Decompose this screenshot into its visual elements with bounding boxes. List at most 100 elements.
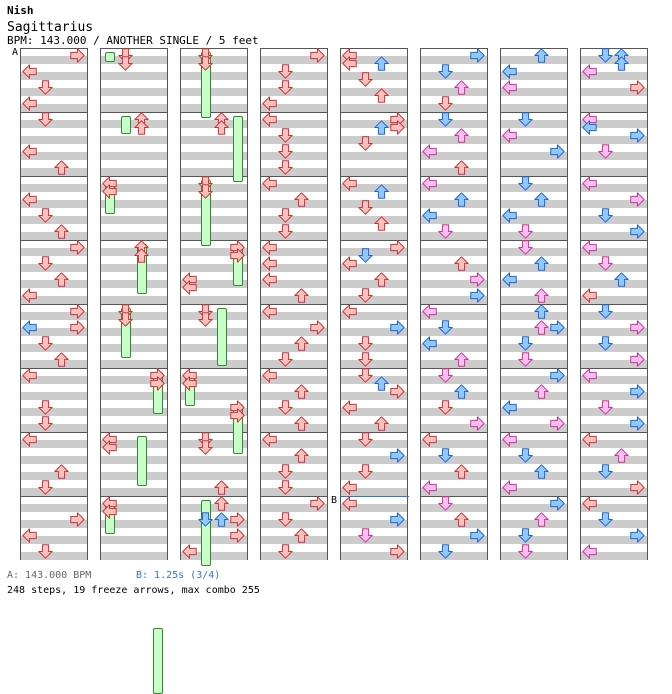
stop-marker-b: B [331,495,338,506]
left-arrow-icon [22,96,37,111]
beat-band [100,88,168,96]
down-arrow-icon [38,544,53,559]
right-arrow-icon [70,240,85,255]
beat-band [20,168,88,176]
beat-band [180,136,248,144]
beat-band [20,344,88,352]
beat-band [420,408,488,416]
left-arrow-icon [262,112,277,127]
measure-line [580,304,648,305]
beat-band [260,312,328,320]
measure-line [100,496,168,497]
beat-band [180,504,248,512]
beat-band [580,152,648,160]
left-arrow-icon [262,96,277,111]
up-arrow-icon [54,272,69,287]
up-arrow-icon [534,320,549,335]
beat-band [20,312,88,320]
down-arrow-icon [518,336,533,351]
left-arrow-icon [422,176,437,191]
up-arrow-icon [614,56,629,71]
beat-band [100,152,168,160]
beat-band [180,72,248,80]
measure-line [260,240,328,241]
beat-band [580,264,648,272]
left-arrow-icon [502,432,517,447]
beat-band [580,168,648,176]
down-arrow-icon [198,56,213,71]
up-arrow-icon [54,224,69,239]
beat-band [340,440,408,448]
beat-band [580,552,648,560]
beat-band [260,440,328,448]
up-arrow-icon [214,496,229,511]
beat-band [340,56,408,64]
beat-band [340,200,408,208]
left-arrow-icon [262,176,277,191]
down-arrow-icon [118,56,133,71]
beat-band [180,200,248,208]
down-arrow-icon [38,336,53,351]
beat-band [580,472,648,480]
measure-line [580,240,648,241]
stop-legend: B: 1.25s (3/4) [136,570,221,581]
up-arrow-icon [454,384,469,399]
down-arrow-icon [38,416,53,431]
beat-band [420,552,488,560]
beat-band [100,472,168,480]
left-arrow-icon [422,208,437,223]
up-arrow-icon [534,256,549,271]
beat-band [420,296,488,304]
beat-band [420,504,488,512]
chart-column [260,48,328,560]
down-arrow-icon [438,224,453,239]
beat-band [500,536,568,544]
right-arrow-icon [390,320,405,335]
beat-band [340,328,408,336]
measure-line [420,432,488,433]
measure-line [100,48,168,49]
down-arrow-icon [278,224,293,239]
beat-band [20,152,88,160]
up-arrow-icon [294,192,309,207]
measure-line [20,304,88,305]
beat-band [20,536,88,544]
beat-band [580,328,648,336]
freeze-arrow [233,116,243,182]
beat-band [420,72,488,80]
down-arrow-icon [598,144,613,159]
beat-band [100,120,168,128]
beat-band [420,216,488,224]
freeze-arrow [137,436,147,486]
beat-band [20,408,88,416]
beat-band [500,408,568,416]
beat-band [420,136,488,144]
beat-band [420,120,488,128]
up-arrow-icon [134,248,149,263]
beat-band [260,408,328,416]
beat-band [260,216,328,224]
beat-band [260,232,328,240]
beat-band [20,504,88,512]
beat-band [500,56,568,64]
beat-band [100,456,168,464]
beat-band [340,392,408,400]
beat-band [180,472,248,480]
right-arrow-icon [470,416,485,431]
chart-column [340,48,408,560]
measure-line [420,48,488,49]
beat-band [340,344,408,352]
column-border [20,48,21,560]
column-border [180,48,181,560]
beat-band [340,136,408,144]
left-arrow-icon [102,440,117,455]
chart-column [580,48,648,560]
beat-band [500,232,568,240]
beat-band [420,248,488,256]
beat-band [260,248,328,256]
up-arrow-icon [454,80,469,95]
beat-band [420,264,488,272]
beat-band [20,392,88,400]
right-arrow-icon [390,384,405,399]
left-arrow-icon [502,80,517,95]
